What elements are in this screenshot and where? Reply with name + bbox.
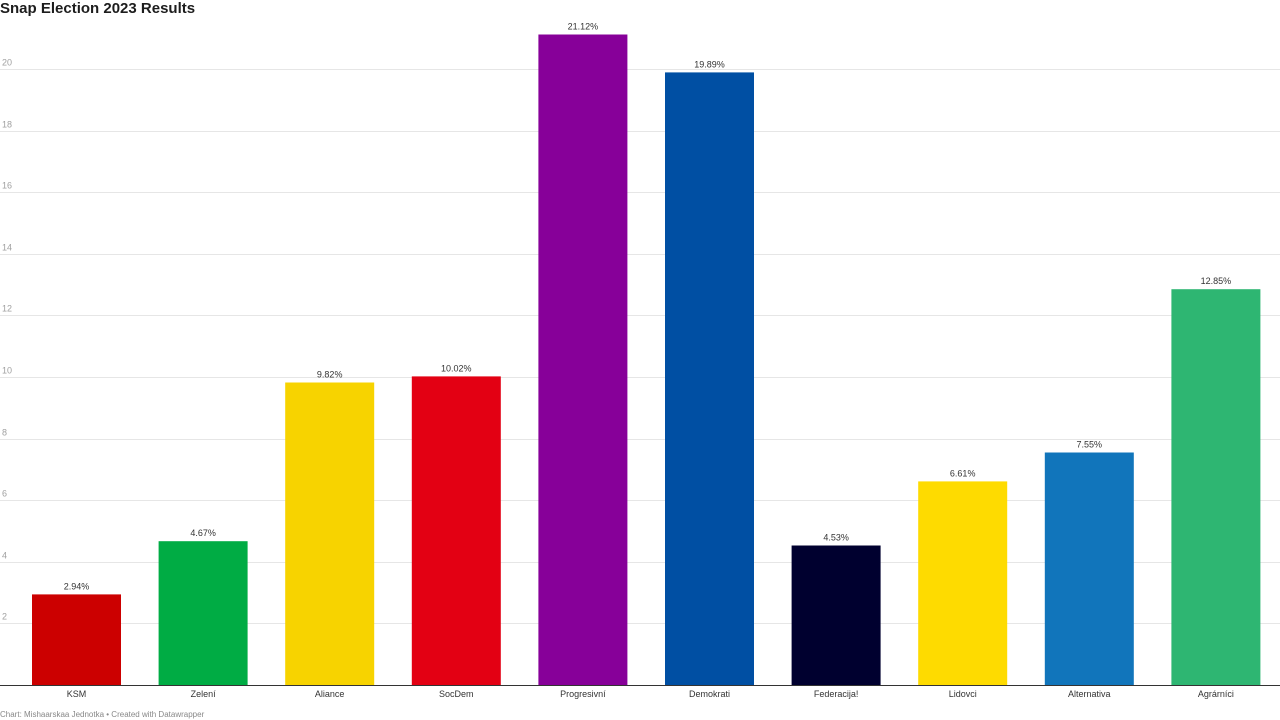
data-label: 9.82% [317, 370, 343, 380]
data-label: 12.85% [1201, 276, 1232, 286]
bar-layer [32, 34, 1261, 685]
x-tick-label: Alternativa [1068, 689, 1111, 699]
x-tick-label: Federacija! [814, 689, 859, 699]
data-label: 21.12% [568, 22, 599, 32]
y-tick-label: 6 [2, 489, 7, 499]
x-tick-label: SocDem [439, 689, 474, 699]
chart-footer: Chart: Mishaarskaa Jednotka • Created wi… [0, 710, 205, 719]
x-axis: KSM Zelení Aliance SocDem Progresivní Demokra… [0, 685, 1280, 699]
y-tick-label: 8 [2, 428, 7, 438]
y-tick-label: 12 [2, 304, 12, 314]
y-tick-label: 18 [2, 120, 12, 130]
label-layer: 2.94% 4.67% 9.82% 10.02% 21.12% 19.89% 4.53% 6.… [64, 22, 1231, 592]
x-tick-label: Progresivní [560, 689, 606, 699]
y-tick-label: 14 [2, 243, 12, 253]
data-label: 6.61% [950, 468, 976, 478]
x-tick-label: KSM [67, 689, 87, 699]
x-tick-label: Demokrati [689, 689, 730, 699]
data-label: 2.94% [64, 581, 90, 591]
bar-lidovci [918, 481, 1008, 685]
y-tick-label: 20 [2, 58, 12, 68]
bar-zelen [158, 541, 248, 685]
data-label: 19.89% [694, 59, 725, 69]
x-tick-label: Zelení [191, 689, 217, 699]
data-label: 4.67% [190, 528, 216, 538]
bar-progresivn [538, 34, 628, 685]
x-tick-label: Lidovci [949, 689, 977, 699]
bar-socdem [411, 376, 501, 685]
bar-alternativa [1044, 452, 1134, 685]
x-tick-label: Agrárníci [1198, 689, 1234, 699]
bar-agrrnci [1171, 289, 1261, 685]
y-tick-label: 4 [2, 551, 7, 561]
data-label: 10.02% [441, 363, 472, 373]
bar-federacija [791, 545, 881, 685]
data-label: 4.53% [823, 533, 849, 543]
y-tick-label: 16 [2, 181, 12, 191]
bar-demokrati [665, 72, 754, 685]
data-label: 7.55% [1077, 440, 1103, 450]
bar-ksm [32, 594, 121, 685]
y-tick-label: 2 [2, 612, 7, 622]
y-tick-label: 10 [2, 366, 12, 376]
x-tick-label: Aliance [315, 689, 345, 699]
bar-aliance [285, 382, 375, 685]
chart-title: Snap Election 2023 Results [0, 0, 196, 17]
